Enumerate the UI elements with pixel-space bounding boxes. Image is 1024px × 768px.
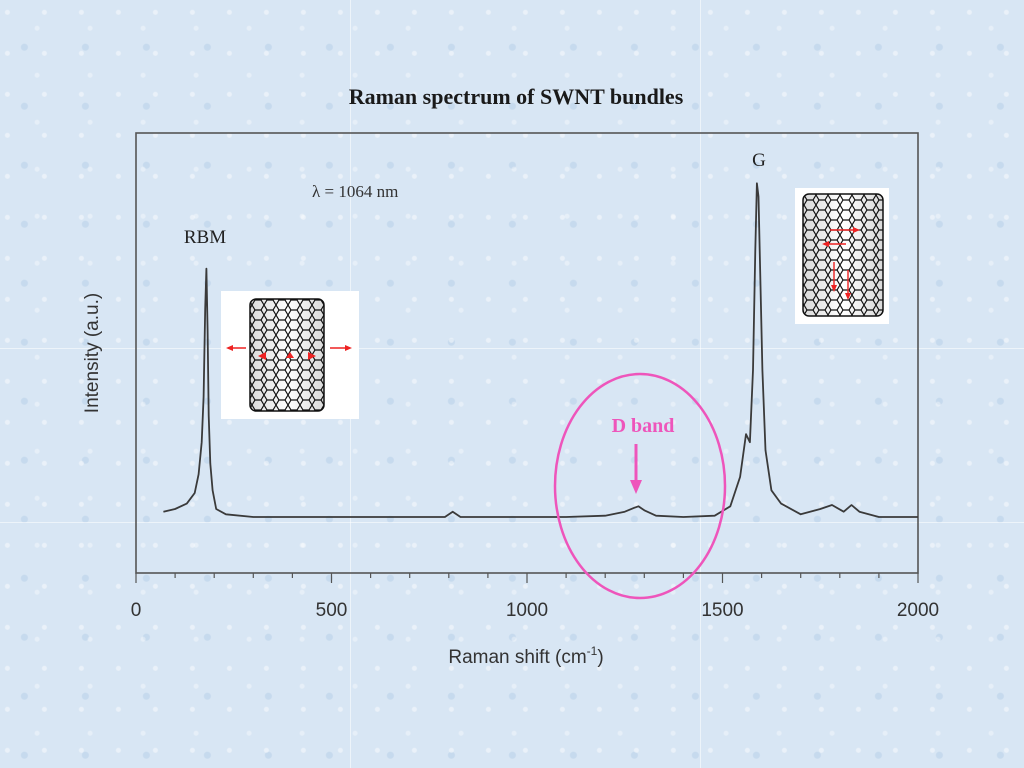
x-tick-label: 1000 bbox=[506, 600, 548, 621]
g-arrowhead-icon bbox=[822, 241, 829, 247]
rbm-inner-arrow-icon bbox=[286, 352, 294, 358]
g-arrowhead-icon bbox=[831, 285, 837, 292]
rbm-nanotube-inset bbox=[221, 291, 359, 419]
spectrum-line bbox=[163, 182, 918, 518]
x-ticks bbox=[135, 573, 919, 583]
x-tick-label: 1500 bbox=[701, 600, 743, 621]
x-tick-labels: 0 500 1000 1500 2000 bbox=[131, 600, 939, 621]
wavelength-annotation: λ = 1064 nm bbox=[312, 182, 398, 201]
d-band-arrow-head bbox=[630, 480, 642, 494]
rbm-nanotube-shading bbox=[250, 299, 324, 411]
x-tick-label: 0 bbox=[131, 600, 142, 621]
slide-gridline bbox=[0, 348, 1024, 349]
rbm-label: RBM bbox=[184, 227, 226, 248]
x-tick-label: 500 bbox=[316, 600, 348, 621]
g-nanotube-inset bbox=[795, 188, 889, 324]
rbm-inner-arrow-icon bbox=[258, 352, 266, 360]
g-nanotube-shading bbox=[803, 194, 883, 316]
rbm-arrowhead-left-icon bbox=[226, 345, 233, 351]
d-band-ellipse bbox=[553, 372, 727, 600]
g-arrowhead-icon bbox=[845, 293, 851, 300]
x-axis-label: Raman shift (cm-1) bbox=[448, 644, 603, 668]
y-axis-label: Intensity (a.u.) bbox=[82, 293, 103, 413]
rbm-inner-arrow-icon bbox=[308, 352, 316, 360]
d-band-label: D band bbox=[612, 415, 675, 437]
slide-gridline bbox=[700, 0, 701, 768]
g-label: G bbox=[752, 150, 766, 171]
rbm-arrowhead-right-icon bbox=[345, 345, 352, 351]
x-tick-label: 2000 bbox=[897, 600, 939, 621]
g-arrowhead-icon bbox=[853, 227, 860, 233]
slide-gridline bbox=[0, 522, 1024, 523]
chart-title: Raman spectrum of SWNT bundles bbox=[349, 84, 684, 109]
